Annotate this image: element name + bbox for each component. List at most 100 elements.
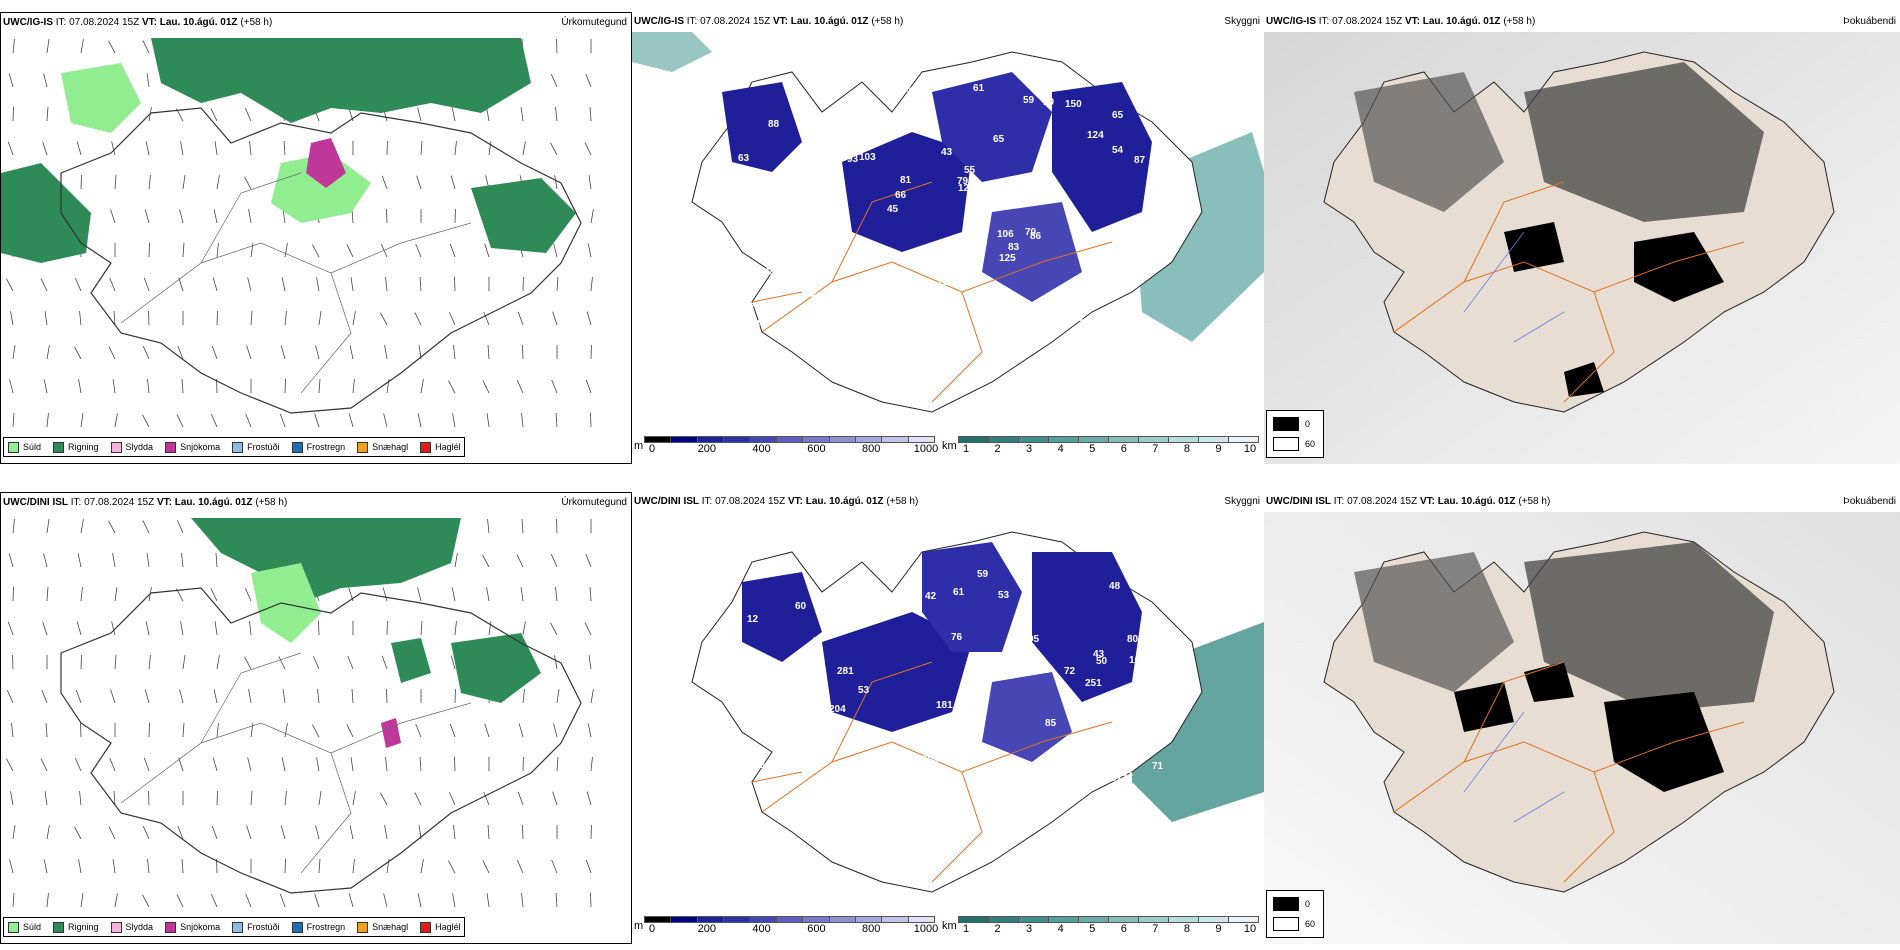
wind-barb — [350, 757, 354, 772]
legend-swatch — [8, 921, 19, 933]
wind-barb — [46, 39, 50, 54]
wind-barb — [488, 141, 492, 156]
wind-barb — [80, 413, 84, 428]
ceiling-value-label: 93 — [749, 319, 761, 330]
ceiling-value-label: 85 — [1045, 718, 1057, 729]
wind-barb — [182, 175, 186, 190]
wind-barb — [250, 243, 254, 258]
wind-barb — [176, 414, 184, 428]
colorbar-tick-label: 1000 — [913, 923, 939, 935]
colorbar-unit: m — [634, 920, 644, 932]
ceiling-value-label: 48 — [900, 84, 912, 95]
wind-barb — [520, 587, 524, 602]
wind-barb — [182, 655, 186, 670]
ceiling-value-label: 106 — [997, 229, 1014, 240]
ceiling-value-label: 83 — [1105, 313, 1117, 324]
ceiling-value-label: 125 — [999, 253, 1016, 264]
colorbar-tick-label: 400 — [752, 923, 771, 935]
colorbar-tick-label: 3 — [1026, 923, 1033, 935]
legend-swatch — [110, 921, 122, 933]
wind-barb — [483, 791, 490, 806]
wind-barb — [352, 791, 356, 806]
wind-barb — [419, 277, 422, 292]
wind-barb — [553, 723, 558, 738]
ceiling-value-label: 70 — [822, 123, 834, 134]
colorbar-segment — [1108, 436, 1139, 443]
wind-barb — [142, 414, 150, 428]
colorbar-tick-label: 3 — [1026, 443, 1033, 455]
precip-map-top — [1, 38, 594, 428]
rain-patch-east — [451, 633, 541, 703]
wind-barb — [414, 312, 422, 326]
wind-barb — [148, 655, 151, 670]
wind-barb — [182, 723, 185, 738]
wind-barb — [74, 758, 82, 772]
ceiling-value-label: 70 — [1039, 665, 1051, 676]
panel-header: UWC/DINI ISL IT: 07.08.2024 15Z VT: Lau.… — [3, 497, 288, 508]
wind-barb — [555, 893, 558, 908]
wind-barb — [352, 379, 355, 394]
wind-barb — [587, 723, 592, 738]
wind-barb — [142, 826, 150, 840]
wind-barb — [486, 893, 490, 908]
ceiling-value-label: 92 — [895, 279, 907, 290]
wind-barb — [147, 379, 150, 394]
low-ceiling-area-1 — [742, 572, 822, 662]
wind-barb — [487, 825, 490, 840]
visibility-colorbar: km 1 2 3 4 5 6 7 8 9 10 — [942, 916, 1262, 938]
panel-header: UWC/IG-IS IT: 07.08.2024 15Z VT: Lau. 10… — [1266, 16, 1536, 27]
wind-barb — [521, 519, 524, 534]
precip-type-legend: Súld Rigning Slydda Snjókoma Frostúði Fr… — [3, 917, 465, 937]
wind-barb — [520, 107, 524, 122]
colorbar-tick-label: 600 — [807, 923, 826, 935]
wind-barb — [114, 175, 117, 190]
ceiling-value-label: 95 — [1028, 634, 1040, 645]
wind-barb — [451, 587, 456, 602]
colorbar-tick-label: 2 — [994, 923, 1001, 935]
colorbar-tick-label: 400 — [752, 443, 771, 455]
ceiling-value-label: 59 — [1023, 95, 1035, 106]
colorbar-segment — [696, 916, 725, 923]
low-ceiling-area-3 — [922, 542, 1022, 652]
colorbar-tick-label: 0 — [648, 923, 656, 935]
ceiling-value-label: 103 — [922, 754, 939, 765]
legend-item-frostregn: Frostregn — [291, 921, 345, 933]
wind-barb — [210, 588, 218, 602]
wind-barb — [146, 73, 150, 88]
wind-barb — [46, 825, 50, 840]
wind-barb — [177, 825, 184, 840]
wind-barb — [78, 379, 82, 394]
colorbar-segment — [723, 916, 751, 923]
wind-barb — [452, 413, 456, 428]
wind-barb — [554, 655, 558, 670]
wind-barb — [555, 587, 558, 602]
fog-area-2 — [1524, 62, 1764, 222]
wind-barb — [75, 689, 82, 704]
wind-barb — [144, 689, 150, 704]
wind-barb — [78, 859, 82, 874]
low-ceiling-area-4 — [1032, 552, 1142, 702]
wind-barb — [590, 689, 594, 704]
wind-barb — [521, 413, 524, 428]
wind-barb — [114, 893, 118, 908]
ceiling-value-label: 150 — [776, 262, 793, 273]
wind-barb — [554, 175, 558, 190]
wind-barb — [383, 413, 388, 428]
wind-barb — [454, 553, 458, 568]
wind-barb — [179, 209, 184, 224]
wind-barb — [482, 554, 490, 568]
wind-barb — [420, 379, 424, 394]
wind-barb — [12, 893, 15, 908]
wind-barb — [147, 859, 150, 874]
wind-barb — [318, 379, 321, 394]
wind-barb — [176, 520, 184, 534]
colorbar-tick-label: 8 — [1183, 443, 1190, 455]
wind-barb — [417, 587, 422, 602]
wind-barb — [142, 894, 150, 908]
wind-barb — [451, 107, 456, 122]
wind-barb — [9, 859, 14, 874]
ceiling-value-label: 43 — [754, 760, 766, 771]
ceiling-map-bottom: 7680917659414359484616712251524360875910… — [691, 531, 1264, 893]
fog-legend-swatch — [1273, 897, 1299, 911]
ceiling-value-label: 67 — [1070, 716, 1082, 727]
